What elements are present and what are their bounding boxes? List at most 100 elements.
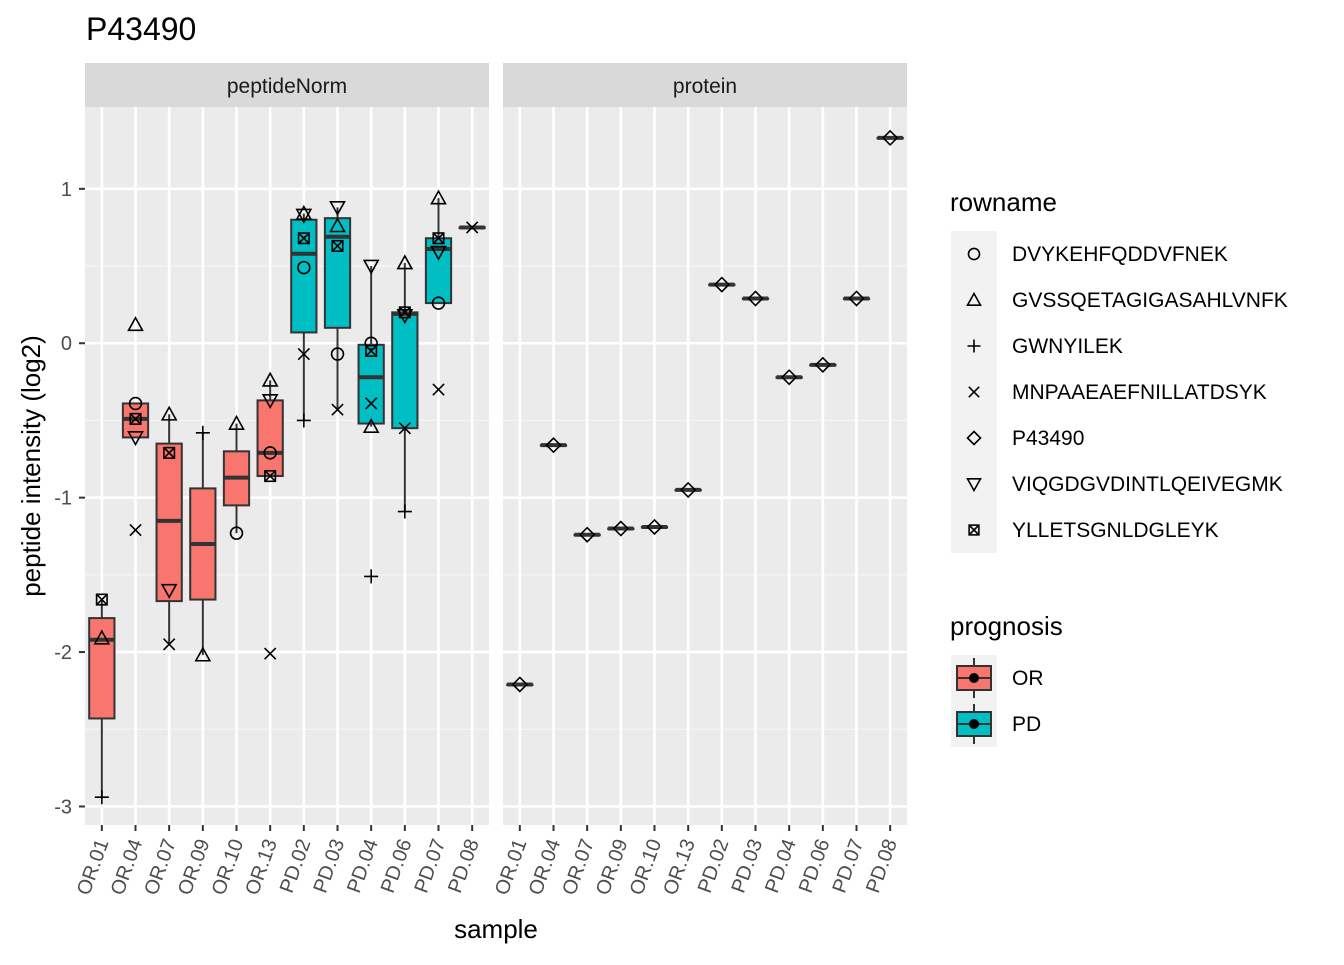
legend-item-VIQGDGVDINTLQEIVEGMK: VIQGDGVDINTLQEIVEGMK xyxy=(951,461,1283,507)
x-axis: OR.01OR.04OR.07OR.09OR.10OR.13PD.02PD.03… xyxy=(73,825,902,898)
legend-key xyxy=(951,277,997,323)
facet-strip-peptideNorm xyxy=(85,63,489,107)
point-circle xyxy=(364,336,378,350)
legend-key xyxy=(951,461,997,507)
point-circle xyxy=(431,296,446,310)
box-OR.07 xyxy=(573,532,601,537)
point-diamond xyxy=(511,676,528,693)
point-triangle-down xyxy=(295,208,313,224)
point-triangle-up xyxy=(295,204,313,220)
point-triangle-up xyxy=(430,189,447,205)
point-cross xyxy=(432,383,445,396)
point-plus xyxy=(397,504,412,519)
point-cross xyxy=(129,523,142,537)
legend-symbol-plus xyxy=(967,339,981,353)
point-square-cross xyxy=(398,306,411,319)
y-tick-label: -3 xyxy=(54,796,72,818)
legend-prognosis: prognosis OR PD xyxy=(950,611,1063,747)
legend-label: VIQGDGVDINTLQEIVEGMK xyxy=(1012,473,1283,496)
point-cross xyxy=(466,221,479,234)
legend-label: MNPAAEAEFNILLATDSYK xyxy=(1012,381,1267,404)
point-plus xyxy=(195,425,210,440)
point-diamond xyxy=(882,129,899,147)
point-diamond xyxy=(646,518,663,536)
legend-item-YLLETSGNLDGLEYK: YLLETSGNLDGLEYK xyxy=(951,507,1219,553)
box-OR.04 xyxy=(539,443,568,448)
box-PD.04 xyxy=(775,375,803,380)
facet-strip-protein xyxy=(503,63,907,107)
y-tick-label: -2 xyxy=(54,642,72,664)
point-plus xyxy=(296,413,311,428)
point-triangle-up xyxy=(228,414,245,430)
panel-background-peptideNorm xyxy=(85,107,489,825)
point-diamond xyxy=(545,437,562,454)
x-axis-title: sample xyxy=(454,914,538,944)
point-triangle-up xyxy=(396,254,414,270)
panel-background-protein xyxy=(503,107,907,825)
box-PD.07 xyxy=(842,296,871,301)
legend-label: DVYKEHFQDDVFNEK xyxy=(1012,243,1228,266)
box-OR.09 xyxy=(607,526,635,531)
panel-peptideNorm xyxy=(85,107,489,825)
legend-item-PD: PD xyxy=(951,701,1041,747)
box-OR.01 xyxy=(506,682,534,687)
box-PD.08 xyxy=(876,135,904,140)
box-body xyxy=(391,311,419,430)
point-square-cross xyxy=(297,232,310,245)
legend-symbol-circle xyxy=(967,247,981,261)
box-OR.10 xyxy=(222,423,251,534)
point-plus xyxy=(364,569,379,584)
point-triangle-up xyxy=(160,405,178,421)
legend-label: PD xyxy=(1012,713,1041,736)
point-diamond xyxy=(680,481,697,499)
point-diamond xyxy=(848,290,865,307)
legend-item-P43490: P43490 xyxy=(951,415,1084,461)
legend-symbol-cross xyxy=(968,386,980,398)
box-OR.01 xyxy=(88,599,116,798)
chart-title: P43490 xyxy=(86,11,196,47)
point-diamond xyxy=(579,526,596,543)
point-cross xyxy=(264,647,277,660)
legend-key xyxy=(951,415,997,461)
point-diamond xyxy=(814,356,831,373)
y-axis-title: peptide intensity (log2) xyxy=(16,335,46,597)
box-body xyxy=(256,399,284,478)
legend-label: GWNYILEK xyxy=(1012,335,1123,358)
point-triangle-up xyxy=(127,316,144,332)
point-circle xyxy=(263,446,277,460)
legend-symbol-triangle-up xyxy=(966,291,982,307)
point-circle xyxy=(229,526,244,540)
legend-symbol-triangle-down xyxy=(966,477,982,493)
point-triangle-down xyxy=(362,259,380,275)
point-square-cross xyxy=(331,239,344,253)
legend-prognosis-title: prognosis xyxy=(950,611,1063,641)
legend-rowname-title: rowname xyxy=(950,187,1057,217)
point-triangle-down xyxy=(160,583,178,599)
point-cross xyxy=(365,397,378,410)
legend-item-MNPAAEAEFNILLATDSYK: MNPAAEAEFNILLATDSYK xyxy=(951,369,1267,415)
box-PD.04 xyxy=(357,266,385,427)
legend-symbol-square-cross xyxy=(968,524,980,536)
legend-symbol-diamond xyxy=(966,430,982,446)
point-triangle-down xyxy=(329,200,346,217)
point-square-cross xyxy=(264,469,277,483)
legend-dot xyxy=(969,719,979,729)
y-tick-label: 1 xyxy=(61,179,72,201)
legend-label: YLLETSGNLDGLEYK xyxy=(1012,519,1219,542)
x-tick-label: PD.08 xyxy=(444,836,484,896)
point-circle xyxy=(128,396,143,411)
point-triangle-up xyxy=(261,371,279,387)
box-OR.13 xyxy=(674,487,702,492)
point-plus xyxy=(94,790,109,805)
point-triangle-up xyxy=(194,646,212,662)
legend-label: GVSSQETAGIGASAHLVNFK xyxy=(1012,289,1288,312)
box-PD.06 xyxy=(809,362,837,367)
legend-key xyxy=(951,231,997,277)
point-square-cross xyxy=(163,446,176,459)
legend-item-GWNYILEK: GWNYILEK xyxy=(951,323,1123,369)
box-PD.03 xyxy=(323,207,352,410)
facet-peptideNorm: peptideNorm xyxy=(85,63,489,825)
point-square-cross xyxy=(432,232,445,245)
point-triangle-up xyxy=(329,217,346,233)
